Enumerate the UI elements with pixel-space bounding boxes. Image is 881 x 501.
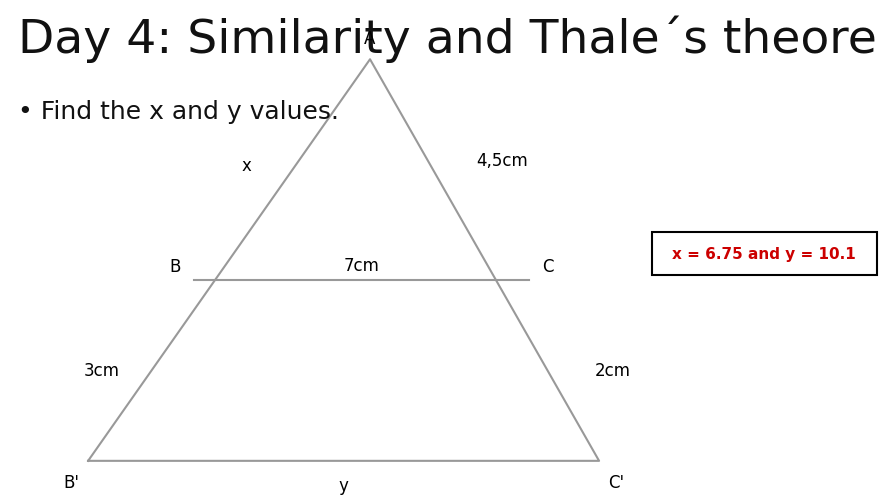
FancyBboxPatch shape [652, 233, 877, 276]
Text: C: C [542, 258, 553, 276]
Text: 2cm: 2cm [595, 362, 630, 380]
Text: B': B' [63, 473, 79, 491]
Text: C': C' [608, 473, 624, 491]
Text: 7cm: 7cm [344, 257, 379, 275]
Text: x: x [241, 156, 252, 174]
Text: Day 4: Similarity and Thale´s theorem: Day 4: Similarity and Thale´s theorem [18, 15, 881, 63]
Text: 4,5cm: 4,5cm [477, 151, 528, 169]
Text: y: y [338, 476, 349, 494]
Text: B: B [169, 258, 181, 276]
Text: • Find the x and y values.: • Find the x and y values. [18, 100, 338, 124]
Text: 3cm: 3cm [84, 362, 119, 380]
Text: x = 6.75 and y = 10.1: x = 6.75 and y = 10.1 [672, 247, 856, 262]
Text: A: A [365, 30, 375, 48]
